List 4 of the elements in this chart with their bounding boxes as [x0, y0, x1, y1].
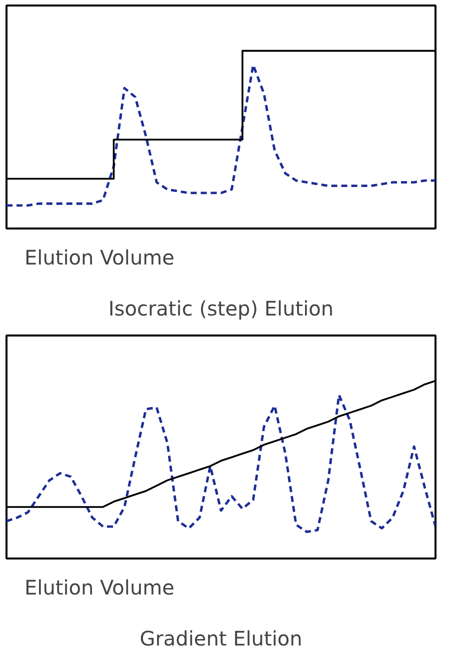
x-axis-title: Elution Volume [24, 246, 174, 270]
text: Isocratic (step) Elution [108, 296, 334, 320]
x-axis-title: Elution Volume [24, 576, 174, 600]
text: Gradient Elution [140, 626, 302, 650]
